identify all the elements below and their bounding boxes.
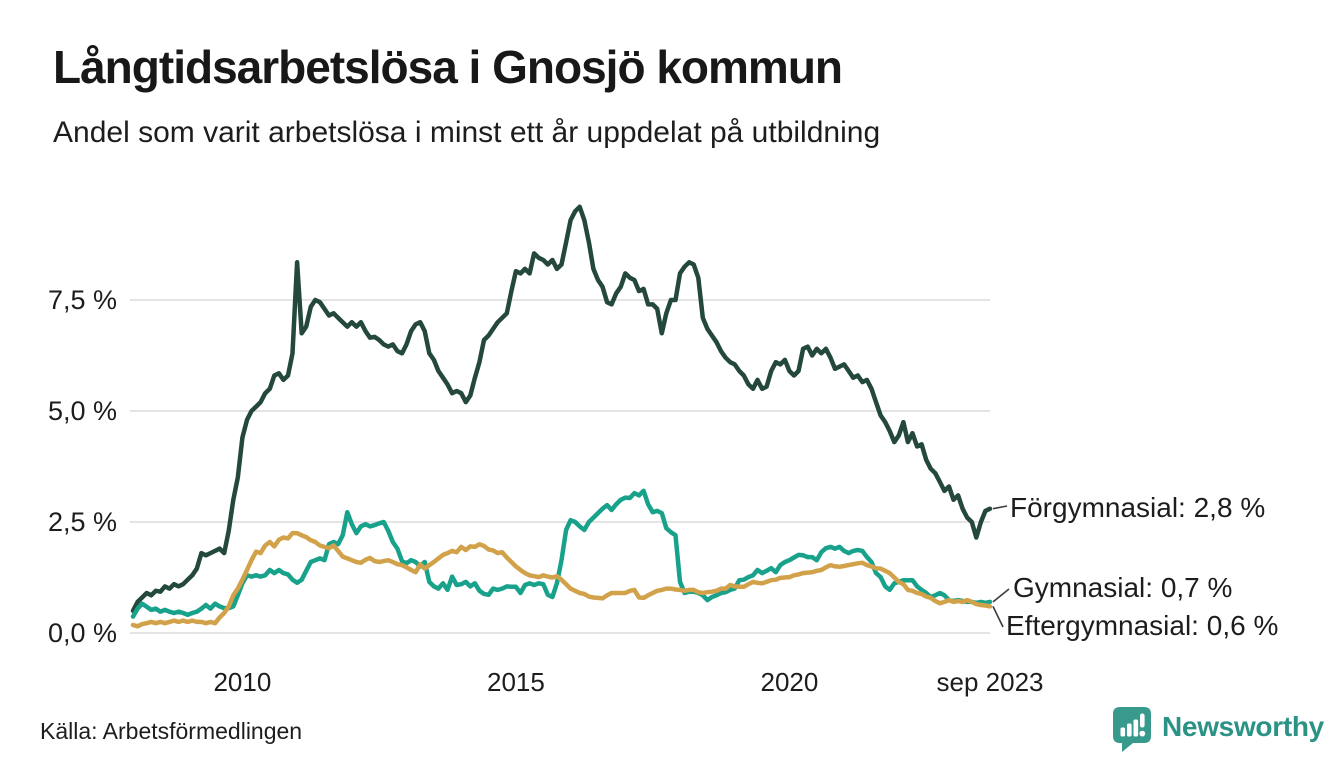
newsworthy-logo-icon bbox=[1113, 707, 1151, 757]
y-tick-label: 0,0 % bbox=[48, 618, 117, 648]
newsworthy-logo-text: Newsworthy bbox=[1162, 711, 1324, 742]
series-end-label-gymnasial: Gymnasial: 0,7 % bbox=[1013, 572, 1233, 603]
x-tick-label: 2020 bbox=[761, 667, 819, 697]
label-connector-line bbox=[992, 505, 1008, 510]
label-connector-line bbox=[992, 588, 1010, 603]
x-tick-label: 2015 bbox=[487, 667, 545, 697]
y-tick-label: 5,0 % bbox=[48, 396, 117, 426]
series-end-label-forgymnasial: Förgymnasial: 2,8 % bbox=[1010, 492, 1266, 523]
source-note: Källa: Arbetsförmedlingen bbox=[40, 718, 303, 744]
series-end-label-eftergymnasial: Eftergymnasial: 0,6 % bbox=[1006, 610, 1279, 641]
y-tick-label: 7,5 % bbox=[48, 285, 117, 315]
y-tick-label: 2,5 % bbox=[48, 507, 117, 537]
series-line-frgymnasial bbox=[130, 204, 993, 614]
page-title: Långtidsarbetslösa i Gnosjö kommun bbox=[53, 41, 843, 93]
x-tick-label: 2010 bbox=[213, 667, 271, 697]
page-subtitle: Andel som varit arbetslösa i minst ett å… bbox=[53, 116, 881, 149]
label-connector-line bbox=[992, 606, 1004, 628]
newsworthy-logo[interactable]: Newsworthy bbox=[1113, 707, 1324, 757]
x-tick-label: sep 2023 bbox=[937, 667, 1044, 697]
series-line-gymnasial bbox=[130, 488, 993, 619]
series-line-eftergymnasial bbox=[130, 530, 993, 629]
